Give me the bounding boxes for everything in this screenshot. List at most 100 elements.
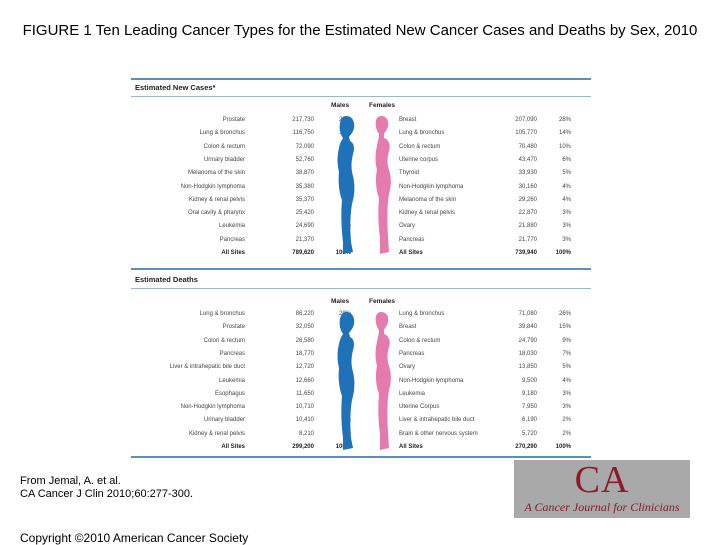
male-site: Leukemia [218, 223, 245, 230]
female-site: Thyroid [399, 170, 420, 177]
logo-subtitle: A Cancer Journal for Clinicians [524, 500, 680, 514]
female-percent: 100% [555, 250, 571, 256]
female-percent: 10% [558, 143, 571, 150]
male-site: Urinary bladder [203, 156, 245, 163]
male-count: 24,690 [295, 223, 314, 230]
male-figure-shape [337, 312, 355, 450]
female-percent: 3% [562, 236, 571, 243]
male-site: Prostate [222, 324, 245, 331]
female-count: 43,470 [518, 156, 537, 163]
table-row: Melanoma of the skin 38,870 5% Thyroid 33,93… [131, 170, 591, 183]
male-count: 116,750 [292, 130, 314, 137]
female-count: 33,930 [518, 170, 537, 177]
section-divider [131, 268, 591, 270]
male-count: 25,420 [295, 210, 314, 217]
female-site: All Sites [399, 250, 423, 256]
male-count: 12,720 [295, 364, 314, 371]
female-site: Ovary [399, 364, 416, 371]
male-count: 72,090 [295, 143, 314, 150]
female-count: 105,770 [515, 130, 537, 137]
male-count: 217,730 [292, 117, 314, 123]
female-percent: 100% [555, 444, 571, 450]
male-count: 299,200 [292, 444, 314, 450]
male-site: Prostate [222, 117, 245, 123]
table-row: Leukemia 12,660 4% Non-Hodgkin lymphoma 9,50… [131, 378, 591, 391]
male-site: Melanoma of the skin [187, 170, 245, 177]
female-percent: 26% [558, 311, 571, 317]
male-count: 38,870 [295, 170, 314, 177]
female-count: 6,190 [521, 417, 537, 424]
female-site: Lung & bronchus [399, 130, 445, 137]
male-count: 35,380 [295, 183, 314, 190]
female-site: Uterine corpus [399, 156, 439, 163]
source-line-2: CA Cancer J Clin 2010;60:277-300. [20, 488, 194, 500]
male-site: Kidney & renal pelvis [188, 196, 245, 203]
male-site: Leukemia [218, 377, 245, 384]
female-count: 18,030 [518, 350, 537, 357]
male-site: Urinary bladder [203, 417, 245, 424]
male-count: 26,580 [295, 337, 314, 344]
female-count: 71,080 [518, 311, 537, 317]
female-percent: 3% [562, 390, 571, 397]
female-site: Uterine Corpus [399, 404, 440, 411]
female-count: 21,880 [518, 223, 537, 230]
female-count: 29,260 [518, 196, 537, 203]
female-count: 22,870 [518, 210, 537, 217]
female-percent: 7% [562, 350, 571, 357]
table-row: Non-Hodgkin lymphoma 35,380 4% Non-Hodgkin … [131, 184, 591, 197]
female-count: 739,940 [515, 250, 537, 256]
male-count: 21,370 [295, 236, 314, 243]
male-site: Pancreas [219, 236, 245, 243]
female-figure-shape [375, 116, 391, 254]
female-percent: 14% [558, 130, 571, 137]
female-percent: 4% [562, 377, 571, 384]
bottom-rule [131, 456, 591, 458]
female-site: Brain & other nervous system [399, 430, 478, 437]
female-site: Non-Hodgkin lymphoma [399, 377, 464, 384]
female-percent: 6% [562, 156, 571, 163]
male-site: Colon & rectum [203, 337, 245, 344]
male-site: Non-Hodgkin lymphoma [180, 183, 245, 190]
male-site: Lung & bronchus [199, 311, 245, 317]
deaths-rule [131, 288, 591, 289]
female-silhouette-new [375, 116, 391, 254]
female-percent: 3% [562, 223, 571, 230]
male-count: 52,760 [295, 156, 314, 163]
male-site: Esophagus [214, 390, 245, 397]
new-cases-females-label: Females [369, 102, 396, 109]
female-silhouette-deaths [375, 312, 391, 450]
male-figure-shape [337, 116, 355, 254]
female-percent: 2% [562, 430, 571, 437]
female-percent: 5% [562, 364, 571, 371]
female-percent: 3% [562, 210, 571, 217]
table-row: Liver & intrahepatic bile duct12,7204%Ov… [131, 364, 591, 377]
female-site: All Sites [399, 444, 423, 450]
journal-logo: CA A Cancer Journal for Clinicians [514, 459, 690, 518]
female-count: 39,840 [518, 324, 537, 331]
female-percent: 15% [558, 324, 571, 331]
female-site: Pancreas [399, 350, 425, 357]
male-site: Kidney & renal pelvis [188, 430, 245, 437]
female-percent: 4% [562, 183, 571, 190]
new-cases-males-label: Males [331, 102, 350, 109]
deaths-males-label: Males [331, 298, 350, 305]
new-cases-heading: Estimated New Cases* [135, 83, 216, 92]
male-site: Oral cavity & pharynx [187, 210, 245, 217]
male-site: Colon & rectum [203, 143, 245, 150]
female-site: Colon & rectum [399, 143, 441, 150]
female-percent: 2% [562, 417, 571, 424]
logo-mark: CA [574, 459, 630, 501]
male-count: 32,050 [295, 324, 314, 331]
female-count: 70,480 [518, 143, 537, 150]
male-count: 35,370 [295, 196, 314, 203]
female-site: Colon & rectum [399, 337, 441, 344]
